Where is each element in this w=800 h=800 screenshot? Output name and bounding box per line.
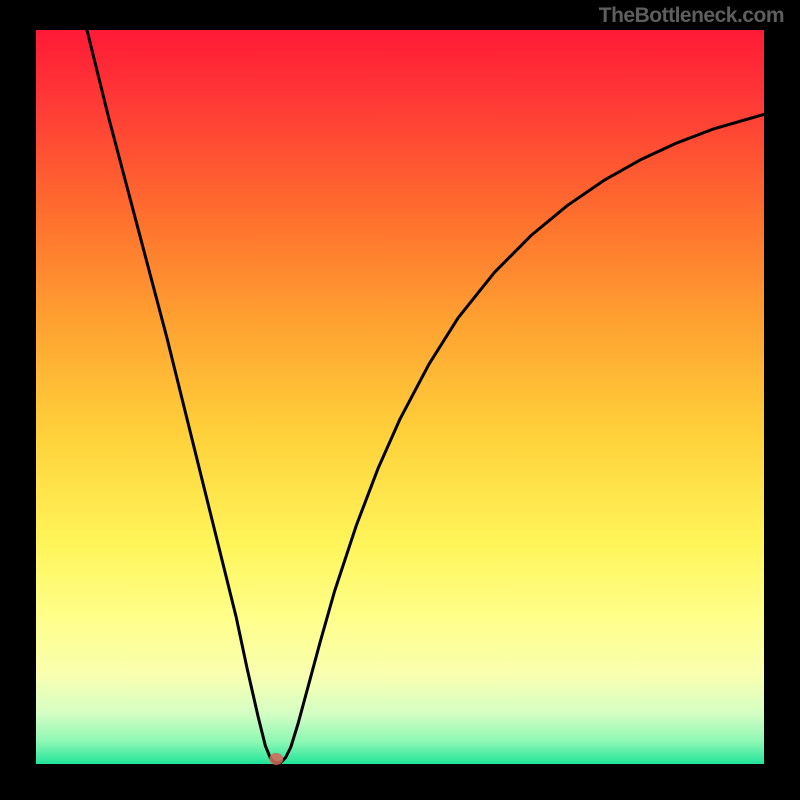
bottleneck-chart bbox=[0, 0, 800, 800]
plot-area bbox=[36, 30, 764, 764]
minimum-marker bbox=[269, 753, 283, 765]
watermark-text: TheBottleneck.com bbox=[599, 4, 784, 28]
chart-container: TheBottleneck.com bbox=[0, 0, 800, 800]
